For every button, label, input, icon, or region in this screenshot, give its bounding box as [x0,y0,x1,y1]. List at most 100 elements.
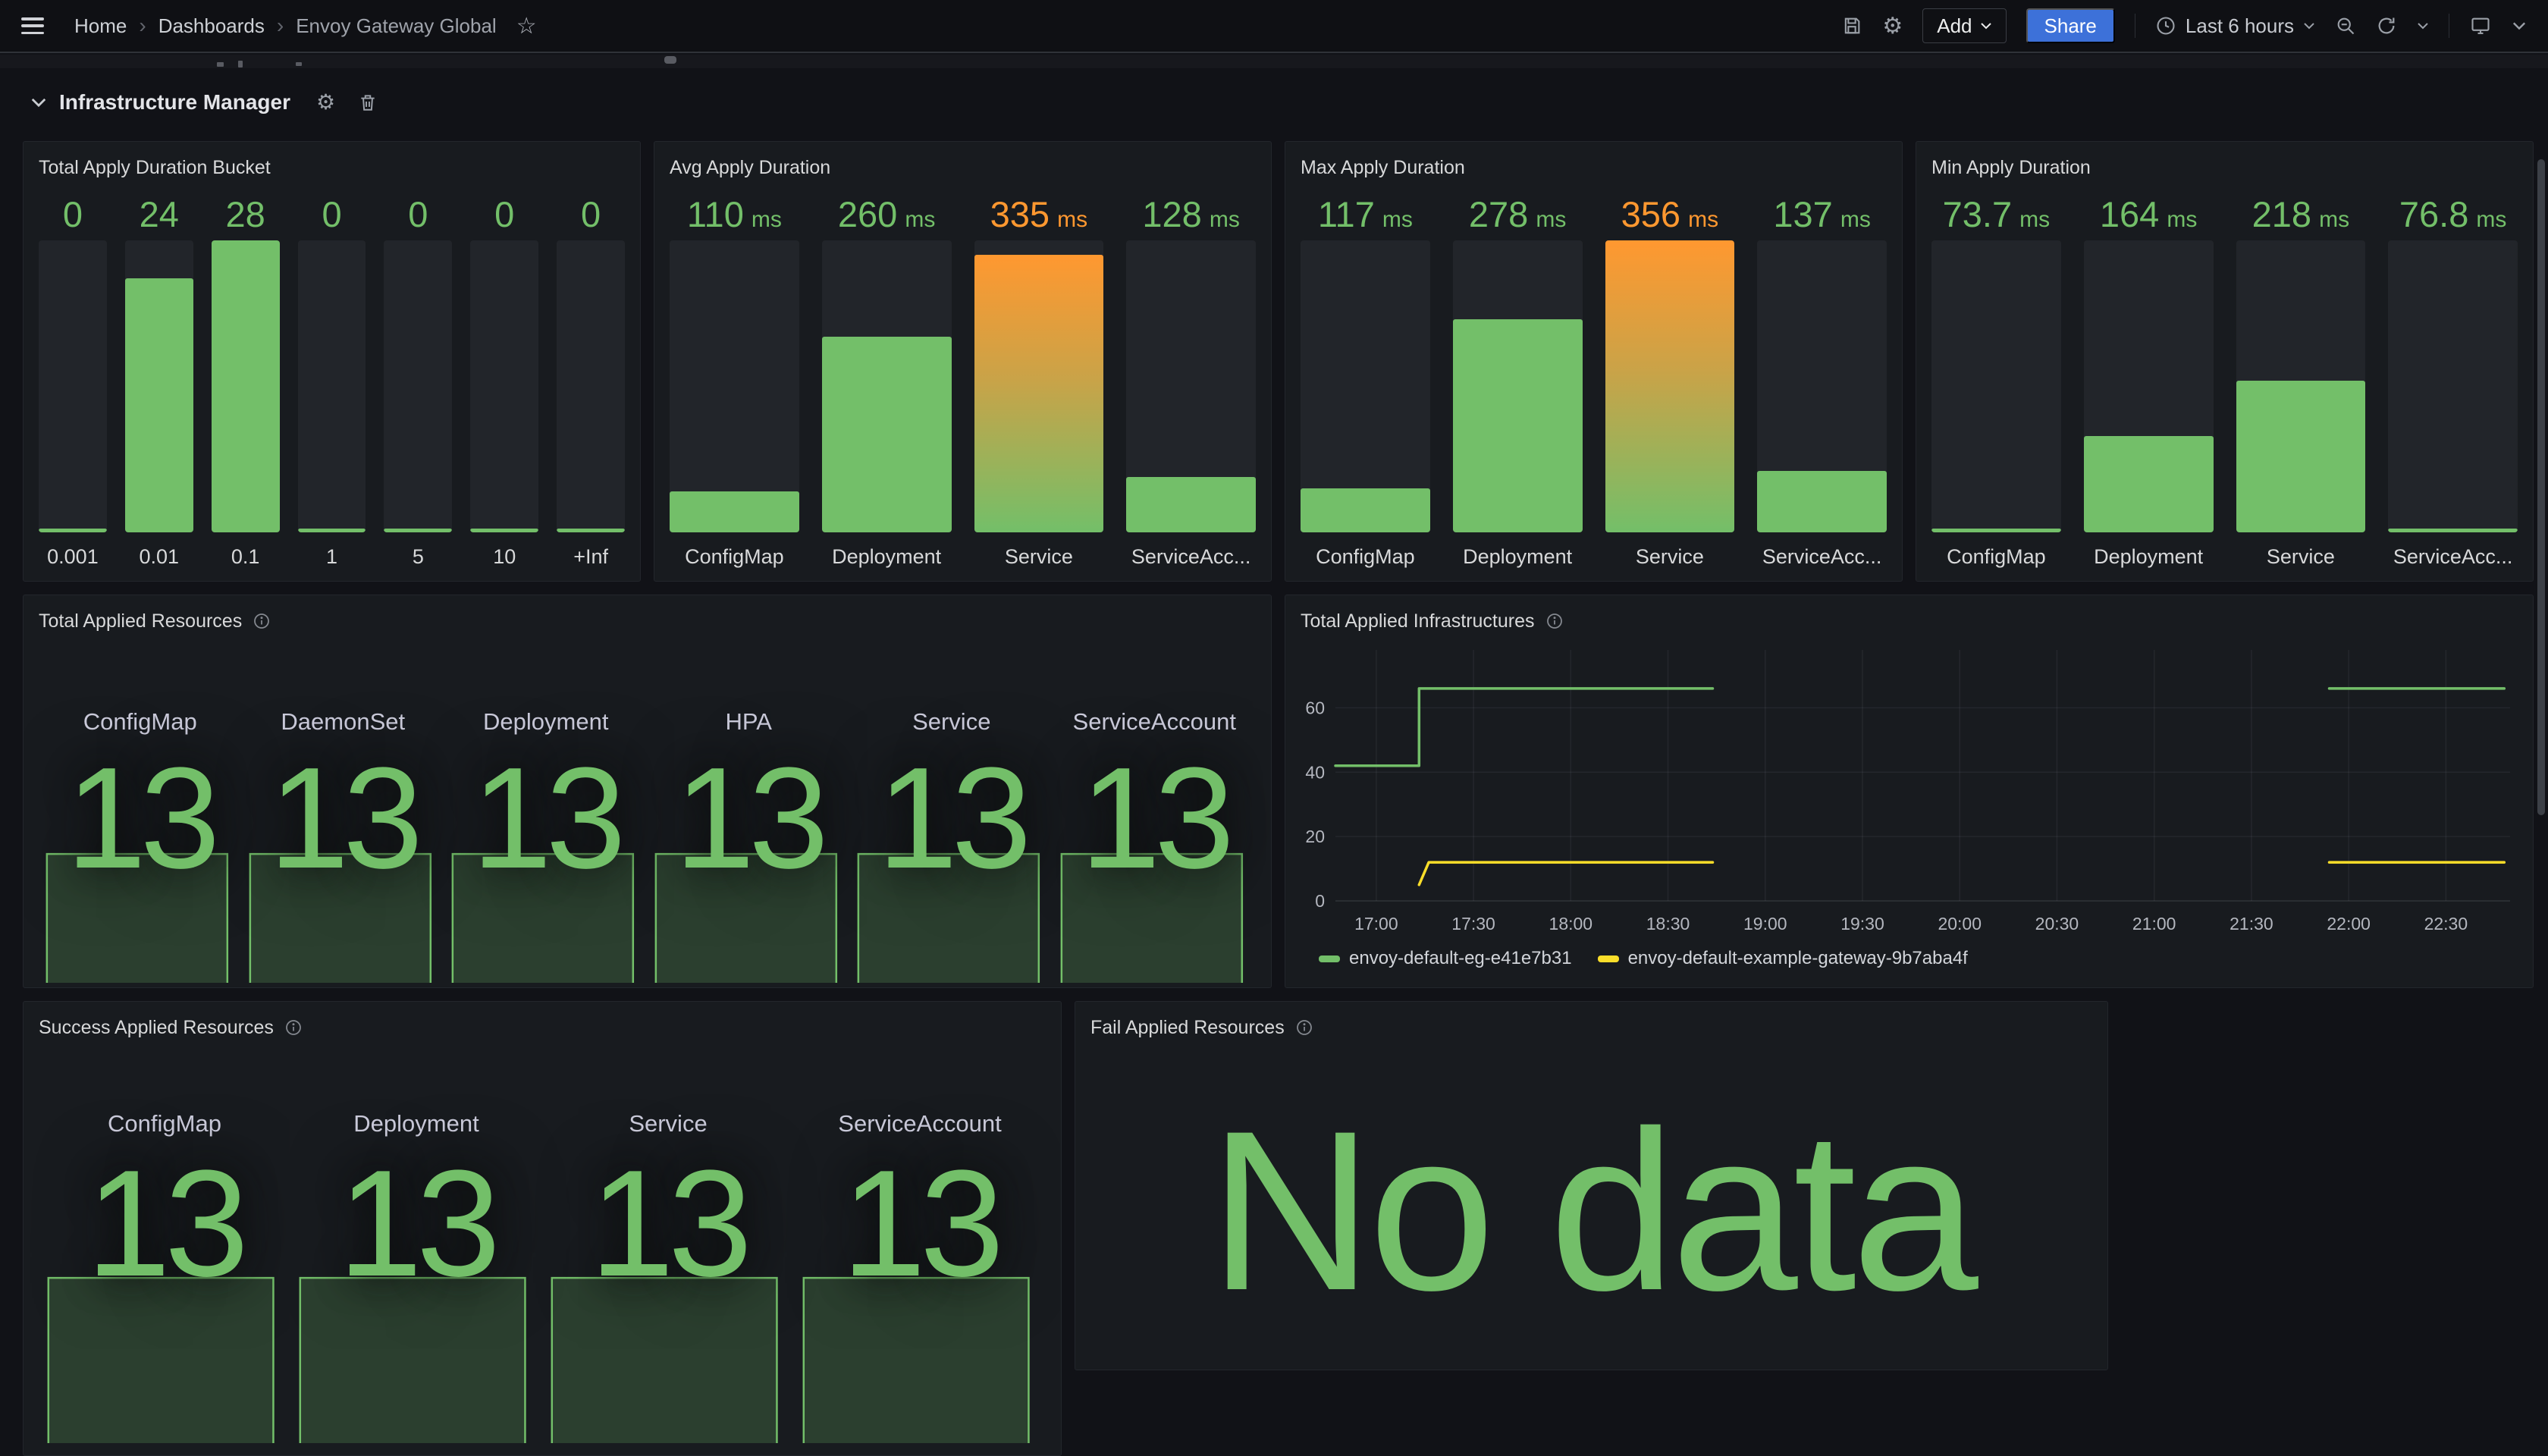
stat-label: Service [912,708,990,736]
stat-cell: ConfigMap13 [39,635,242,975]
x-axis-tick-label: 19:30 [1840,914,1884,934]
row-settings-gear-icon[interactable]: ⚙ [316,89,335,115]
bar-gauge-column: 117 ms ConfigMap [1301,183,1430,569]
info-icon[interactable] [253,612,271,630]
time-range-picker[interactable]: Last 6 hours [2155,14,2315,38]
panel-header[interactable]: Total Apply Duration Bucket [39,154,625,181]
panel-header[interactable]: Total Applied Infrastructures [1301,607,2518,635]
zoom-out-time-icon[interactable] [2335,15,2356,36]
bar-value-number: 0 [494,193,514,235]
stat-value: 13 [590,1154,746,1294]
bar-value-number: 218 [2252,193,2311,235]
x-axis-tick-label: 22:30 [2424,914,2468,934]
breadcrumb-separator: › [277,14,284,38]
bar-value-unit: ms [2019,207,2050,233]
dashboard-settings-icon[interactable]: ⚙ [1882,13,1903,39]
bar-value: 164ms [2084,183,2214,233]
bar-fill [670,491,799,532]
bar-value-unit: ms [2476,207,2506,233]
panel-header[interactable]: Min Apply Duration [1931,154,2518,181]
bar-track [212,240,280,532]
series-line [1335,689,1713,766]
series-line [1419,862,1712,885]
info-icon[interactable] [1545,612,1564,630]
bar-value-number: 260 [838,193,897,235]
top-nav: Home › Dashboards › Envoy Gateway Global… [0,0,2548,53]
legend-item[interactable]: envoy-default-example-gateway-9b7aba4f [1598,948,1968,969]
bar-gauge-column: 128msServiceAcc... [1126,183,1256,569]
bar-track [39,240,107,532]
bar-value-unit: ms [1382,207,1413,233]
breadcrumb-home[interactable]: Home [74,14,127,38]
stat-cell: ServiceAccount13 [794,1041,1046,1443]
bar-value: 117 ms [1301,183,1430,233]
add-button[interactable]: Add [1922,8,2006,43]
refresh-interval-chevron-icon[interactable] [2417,22,2429,30]
panel-header[interactable]: Success Applied Resources [39,1014,1046,1041]
bar-value-number: 117 [1318,193,1375,235]
x-axis-tick-label: 21:00 [2132,914,2176,934]
bar-gauge-column: 010 [470,183,538,569]
tv-kiosk-mode-icon[interactable] [2469,15,2492,36]
bar-gauge-column: 335msService [974,183,1104,569]
bar-value-unit: ms [1688,207,1718,233]
panel-title: Fail Applied Resources [1090,1017,1285,1039]
grafana-dashboard: { "nav": { "breadcrumbs": ["Home", "Dash… [0,0,2548,1403]
bar-label: ServiceAcc... [1757,532,1887,569]
x-axis-tick-label: 19:00 [1743,914,1787,934]
page-scrollbar-thumb[interactable] [2537,159,2545,815]
panel-title: Max Apply Duration [1301,157,1465,179]
stat-value: 13 [472,752,620,885]
panel-header[interactable]: Max Apply Duration [1301,154,1887,181]
bar-label: Deployment [822,532,952,569]
bar-label: 0.1 [212,532,280,569]
bar-value: 73.7ms [1931,183,2061,233]
bar-label: ConfigMap [670,532,799,569]
share-button[interactable]: Share [2026,8,2115,43]
info-icon[interactable] [284,1018,303,1037]
panel-header[interactable]: Total Applied Resources [39,607,1256,635]
bar-track [125,240,193,532]
clipped-text-fragment [238,61,243,67]
panel-header[interactable]: Fail Applied Resources [1090,1014,2092,1041]
stat-cell: ConfigMap13 [39,1041,290,1443]
bar-fill [1931,529,2061,532]
bar-value-number: 0 [322,193,341,235]
menu-icon[interactable] [21,17,44,34]
stat-value: 13 [675,752,823,885]
save-dashboard-icon[interactable] [1841,15,1862,36]
row-title[interactable]: Infrastructure Manager [59,90,290,115]
x-axis-tick-label: 20:00 [1938,914,1982,934]
favorite-star-icon[interactable]: ☆ [516,13,537,39]
bar-value: 76.8ms [2388,183,2518,233]
bar-gauge: 117msConfigMap278msDeployment356msServic… [1301,183,1887,569]
row-delete-trash-icon[interactable] [358,92,378,113]
y-axis-tick-label: 0 [1315,891,1325,911]
bar-gauge-column: 73.7msConfigMap [1931,183,2061,569]
collapse-nav-chevron-icon[interactable] [2512,21,2527,30]
bar-value-number: 0 [581,193,601,235]
bar-label: 5 [384,532,452,569]
bar-fill [1605,240,1735,532]
bar-fill [125,278,193,532]
panel-title: Total Applied Resources [39,610,242,632]
bar-track [822,240,952,532]
breadcrumb-dashboards[interactable]: Dashboards [158,14,265,38]
panel-title: Avg Apply Duration [670,157,830,179]
bar-fill [39,529,107,532]
stat-value: 13 [338,1154,494,1294]
bar-value: 24 [125,183,193,233]
row-collapse-chevron-icon[interactable] [30,97,47,108]
time-series-chart: 020406017:0017:3018:0018:3019:0019:3020:… [1301,635,2518,975]
legend-item[interactable]: envoy-default-eg-e41e7b31 [1319,948,1572,969]
panel-header[interactable]: Avg Apply Duration [670,154,1256,181]
legend-swatch [1598,956,1619,962]
breadcrumb-current-dashboard[interactable]: Envoy Gateway Global [296,14,496,38]
bar-fill [557,529,625,532]
bar-value: 0 [384,183,452,233]
chart-plot: 020406017:0017:3018:0018:3019:0019:3020:… [1301,635,2518,942]
bar-fill [470,529,538,532]
bar-label: ConfigMap [1301,532,1430,569]
refresh-icon[interactable] [2376,15,2397,36]
info-icon[interactable] [1295,1018,1313,1037]
